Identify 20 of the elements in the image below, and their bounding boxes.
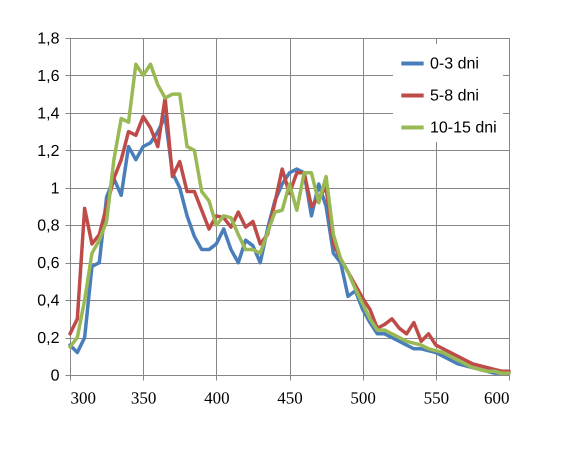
x-tick-label: 300 [70, 388, 96, 408]
legend-label: 5-8 dni [430, 88, 479, 104]
y-tick-label: 1,6 [37, 68, 60, 85]
legend-label: 10-15 dni [430, 120, 497, 136]
y-tick-label: 0 [50, 368, 60, 384]
y-tick-label: 1,4 [37, 105, 60, 122]
y-tick-label: 1,2 [37, 142, 60, 160]
x-tick-label: 600 [484, 388, 510, 408]
y-tick-label: 0,6 [37, 255, 60, 272]
x-tick-label: 500 [350, 388, 376, 408]
x-tick-label: 550 [424, 388, 450, 408]
legend-label: 0-3 dni [430, 56, 479, 72]
x-tick-label: 350 [130, 388, 156, 408]
x-tick-label: 450 [277, 388, 303, 408]
y-tick-label: 0,8 [37, 218, 60, 235]
y-tick-label: 1,8 [37, 30, 60, 48]
y-tick-label: 1 [50, 180, 60, 198]
y-tick-label: 0,4 [37, 292, 60, 310]
x-tick-label: 400 [204, 388, 230, 408]
y-tick-label: 0,2 [37, 330, 60, 348]
